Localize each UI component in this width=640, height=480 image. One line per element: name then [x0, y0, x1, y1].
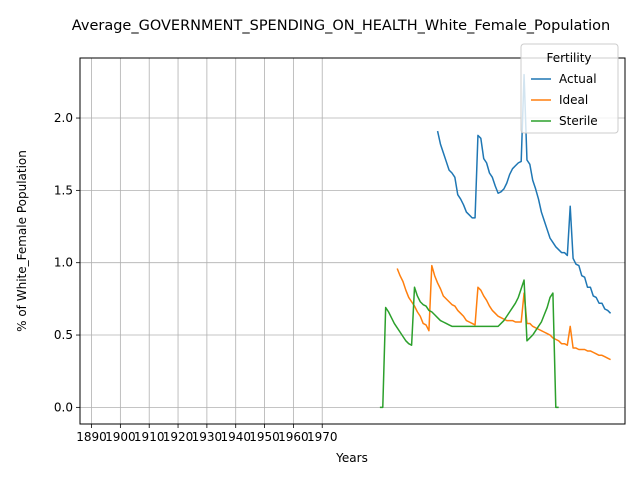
- legend-title: Fertility: [546, 51, 591, 65]
- x-tick-label: 1940: [220, 430, 251, 444]
- x-tick-label: 1960: [278, 430, 309, 444]
- x-tick-label: 1970: [307, 430, 338, 444]
- series-line-sterile: [379, 279, 559, 409]
- legend-label-ideal: Ideal: [559, 93, 588, 107]
- chart-title: Average_GOVERNMENT_SPENDING_ON_HEALTH_Wh…: [72, 18, 610, 34]
- y-axis-label: % of White_Female Population: [15, 150, 29, 332]
- legend-label-sterile: Sterile: [559, 114, 598, 128]
- legend-box: [520, 43, 619, 134]
- x-tick-label: 1890: [76, 430, 107, 444]
- x-axis-label: Years: [335, 451, 368, 465]
- y-tick-label: 0.0: [54, 400, 73, 414]
- x-tick-label: 1900: [105, 430, 136, 444]
- y-tick-label: 2.0: [54, 111, 73, 125]
- x-tick-label: 1950: [249, 430, 280, 444]
- x-tick-label: 1930: [192, 430, 223, 444]
- series-line-ideal: [396, 264, 611, 361]
- x-tick-label: 1920: [163, 430, 194, 444]
- grid-lines: [80, 58, 625, 424]
- plot-frame: [79, 57, 626, 425]
- x-tick-label: 1910: [134, 430, 165, 444]
- y-tick-label: 1.5: [54, 183, 73, 197]
- y-tick-label: 1.0: [54, 256, 73, 270]
- legend-label-actual: Actual: [559, 72, 597, 86]
- y-tick-label: 0.5: [54, 328, 73, 342]
- legend: Fertility Actual Ideal Sterile: [520, 43, 619, 134]
